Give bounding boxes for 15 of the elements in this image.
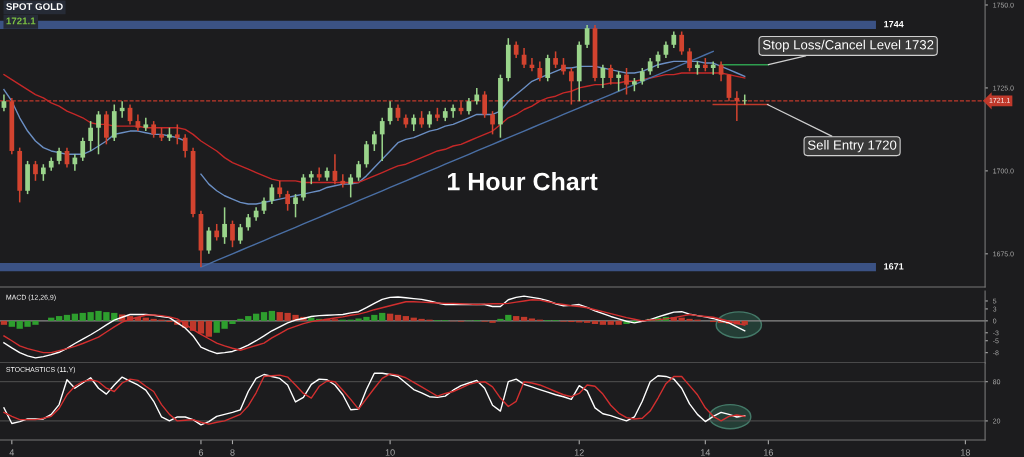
x-tick-label: 18 [961,449,971,456]
ref-line-label: 1671 [884,263,904,270]
x-tick-label: 10 [385,449,395,456]
x-tick-label: 6 [198,449,204,456]
ref-line-label: 1744 [884,21,904,28]
x-tick-label: 8 [230,449,235,456]
chart-title: SPOT GOLD [6,3,63,11]
x-tick-label: 14 [700,449,711,456]
annotation: Sell Entry 1720 [807,140,897,153]
x-tick-label: 4 [9,449,15,456]
annotation: Stop Loss/Cancel Level 1732 [762,39,934,53]
annotation: 1 Hour Chart [447,172,598,191]
x-tick-label: 12 [574,449,584,456]
x-tick-label: 16 [764,449,773,456]
text: 1721.1 [6,17,36,25]
